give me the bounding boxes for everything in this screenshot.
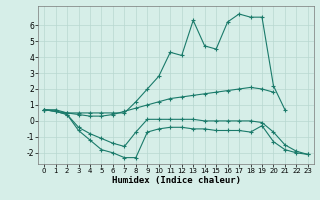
X-axis label: Humidex (Indice chaleur): Humidex (Indice chaleur) — [111, 176, 241, 185]
